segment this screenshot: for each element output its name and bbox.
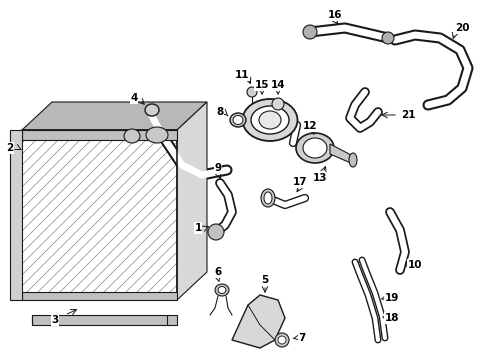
Ellipse shape [218, 287, 226, 293]
Text: 16: 16 [328, 10, 342, 20]
Text: 18: 18 [385, 313, 399, 323]
Ellipse shape [243, 99, 297, 141]
Circle shape [382, 32, 394, 44]
Circle shape [247, 87, 257, 97]
Text: 10: 10 [408, 260, 422, 270]
Ellipse shape [349, 153, 357, 167]
Ellipse shape [251, 106, 289, 134]
Text: 21: 21 [401, 110, 415, 120]
Text: 13: 13 [313, 173, 327, 183]
Text: 4: 4 [130, 93, 138, 103]
Circle shape [303, 25, 317, 39]
Text: 1: 1 [195, 223, 201, 233]
Polygon shape [330, 144, 353, 164]
Ellipse shape [124, 129, 140, 143]
Bar [22, 130, 177, 300]
Bar [22, 292, 177, 300]
Ellipse shape [215, 284, 229, 296]
Text: 17: 17 [293, 177, 307, 187]
Polygon shape [22, 102, 207, 130]
Text: 19: 19 [385, 293, 399, 303]
Text: 20: 20 [455, 23, 469, 33]
Ellipse shape [264, 192, 272, 204]
Ellipse shape [261, 189, 275, 207]
Bar [10, 130, 22, 300]
Text: 15: 15 [255, 80, 269, 90]
Bar [32, 315, 177, 325]
Text: 3: 3 [51, 315, 59, 325]
Circle shape [275, 333, 289, 347]
Polygon shape [177, 102, 207, 300]
Bar [22, 130, 177, 140]
Circle shape [208, 224, 224, 240]
Text: 2: 2 [6, 143, 14, 153]
Ellipse shape [145, 104, 159, 116]
Circle shape [272, 98, 284, 110]
Polygon shape [232, 295, 285, 348]
Text: 5: 5 [261, 275, 269, 285]
Ellipse shape [303, 138, 327, 158]
Text: 14: 14 [270, 80, 285, 90]
Text: 7: 7 [298, 333, 306, 343]
Text: 8: 8 [217, 107, 223, 117]
Ellipse shape [230, 113, 246, 127]
Ellipse shape [296, 133, 334, 163]
Ellipse shape [146, 127, 168, 143]
Text: 12: 12 [303, 121, 317, 131]
Ellipse shape [259, 111, 281, 129]
Text: 9: 9 [215, 163, 221, 173]
Circle shape [278, 336, 286, 344]
Ellipse shape [233, 116, 243, 125]
Text: 6: 6 [215, 267, 221, 277]
Text: 11: 11 [235, 70, 249, 80]
